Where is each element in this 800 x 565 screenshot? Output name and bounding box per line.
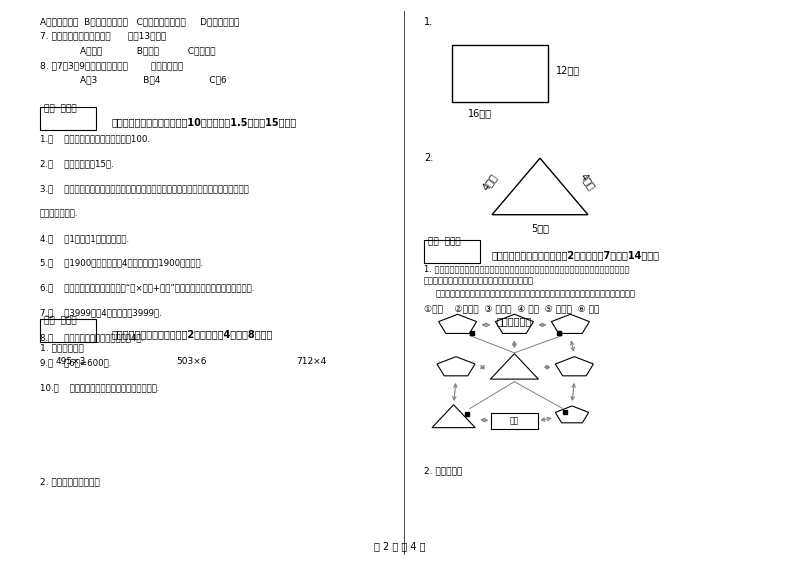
Text: 8.（    ）正方形的周长是它的边长的4倍.: 8.（ ）正方形的周长是它的边长的4倍. [40,333,144,342]
Text: 动物园导游图: 动物园导游图 [497,316,532,327]
Text: 3.（    ）用同一条铁丝先围成一个最大的正方形，再围成一个最大的长方形，长方形和正: 3.（ ）用同一条铁丝先围成一个最大的正方形，再围成一个最大的长方形，长方形和正 [40,184,249,193]
Text: 根据小强的描述，请你把这些动物场馆所在的位置，在动物园的导游图上用序号表示出来。: 根据小强的描述，请你把这些动物场馆所在的位置，在动物园的导游图上用序号表示出来。 [436,289,636,298]
Text: ①狮山    ②熊猫馆  ③ 飞禽馆  ④ 猴园  ⑤ 大象馆  ⑥ 鱼馆: ①狮山 ②熊猫馆 ③ 飞禽馆 ④ 猴园 ⑤ 大象馆 ⑥ 鱼馆 [424,304,599,313]
Text: 第 2 页 八 4 页: 第 2 页 八 4 页 [374,541,426,551]
Text: 8. 用7、3、9三个数字可组成（        ）个三位数。: 8. 用7、3、9三个数字可组成（ ）个三位数。 [40,61,183,70]
Text: 16厘米: 16厘米 [468,108,492,119]
Text: 4.（    ）1吨棉与1吨棉花一样重.: 4.（ ）1吨棉与1吨棉花一样重. [40,234,129,243]
Bar [491,413,538,429]
Text: 2.（    ）李老师身高15米.: 2.（ ）李老师身高15米. [40,159,114,168]
Text: 495×3: 495×3 [56,357,86,366]
Bar [424,240,480,263]
Bar [40,107,96,130]
Text: 得分  评卷人: 得分 评卷人 [44,316,77,325]
Text: 1.（    ）两个面积单位之间的进率是100.: 1.（ ）两个面积单位之间的进率是100. [40,134,150,144]
Text: 503×6: 503×6 [176,357,206,366]
Text: 2.: 2. [424,153,434,163]
Text: 1. 估算并计算。: 1. 估算并计算。 [40,344,84,353]
Text: 9.（    ）6分=600秒.: 9.（ ）6分=600秒. [40,358,111,367]
Text: 6.（    ）有余数除法的验算方法是“商×除数+余数”，看得到的结果是否与被除数相等.: 6.（ ）有余数除法的验算方法是“商×除数+余数”，看得到的结果是否与被除数相等… [40,284,254,293]
Text: 得分  评卷人: 得分 评卷人 [44,105,77,114]
Text: 5分米: 5分米 [531,223,549,233]
Text: 5.（    ）1900年的年份数是4的倍数，所以1900年是闰年.: 5.（ ）1900年的年份数是4的倍数，所以1900年是闰年. [40,259,203,268]
Bar [452,45,548,102]
Text: 1.: 1. [424,17,433,27]
Text: 得分  评卷人: 得分 评卷人 [428,237,461,246]
Text: 四、看清题目，细心计算（共2小题，每题4分，共8分）。: 四、看清题目，细心计算（共2小题，每题4分，共8分）。 [112,329,274,339]
Text: 五、认真思考，综合能力（共2小题，每题7分，共14分）。: 五、认真思考，综合能力（共2小题，每题7分，共14分）。 [492,250,660,260]
Text: 2. 动手操作。: 2. 动手操作。 [424,466,462,475]
Text: 10.（    ）长方形的周长就是它四条边长度的和.: 10.（ ）长方形的周长就是它四条边长度的和. [40,383,159,392]
Bar [40,319,96,342]
Text: 1. 走进动物园大门，正北面是狮子山和熊猫馆，狮子山的东侧是飞禽馆，西侧是猴园，大象: 1. 走进动物园大门，正北面是狮子山和熊猫馆，狮子山的东侧是飞禽馆，西侧是猴园，… [424,264,630,273]
Text: 方形的周长相等.: 方形的周长相等. [40,209,78,218]
Text: 三、仔细推敲，正确判断（共10小题，每题1.5分，共15分）。: 三、仔细推敲，正确判断（共10小题，每题1.5分，共15分）。 [112,117,298,127]
Text: A、3                B、4                 C、6: A、3 B、4 C、6 [80,76,226,85]
Text: A、一定，可能  B、可能，不可能   C、不可能，不可能     D、可能，可能: A、一定，可能 B、可能，不可能 C、不可能，不可能 D、可能，可能 [40,17,239,26]
Text: 7.（    ）3999克与4千克相比，3999克.: 7.（ ）3999克与4千克相比，3999克. [40,308,162,318]
Text: 7. 按农历计算，有的年份（      ）有13个月。: 7. 按农历计算，有的年份（ ）有13个月。 [40,32,166,41]
Text: 2. 求下面图形的周长。: 2. 求下面图形的周长。 [40,477,100,486]
Text: 12厘米: 12厘米 [556,66,580,76]
Text: 馆和鱼馆的场地分别在动物园的东北角和西北角。: 馆和鱼馆的场地分别在动物园的东北角和西北角。 [424,277,534,286]
Text: 4分米: 4分米 [578,172,598,192]
Text: 4分米: 4分米 [480,172,499,192]
Text: 712×4: 712×4 [296,357,326,366]
Text: A、一定            B、可能          C、不可能: A、一定 B、可能 C、不可能 [80,46,215,55]
Text: 进门: 进门 [510,416,519,425]
